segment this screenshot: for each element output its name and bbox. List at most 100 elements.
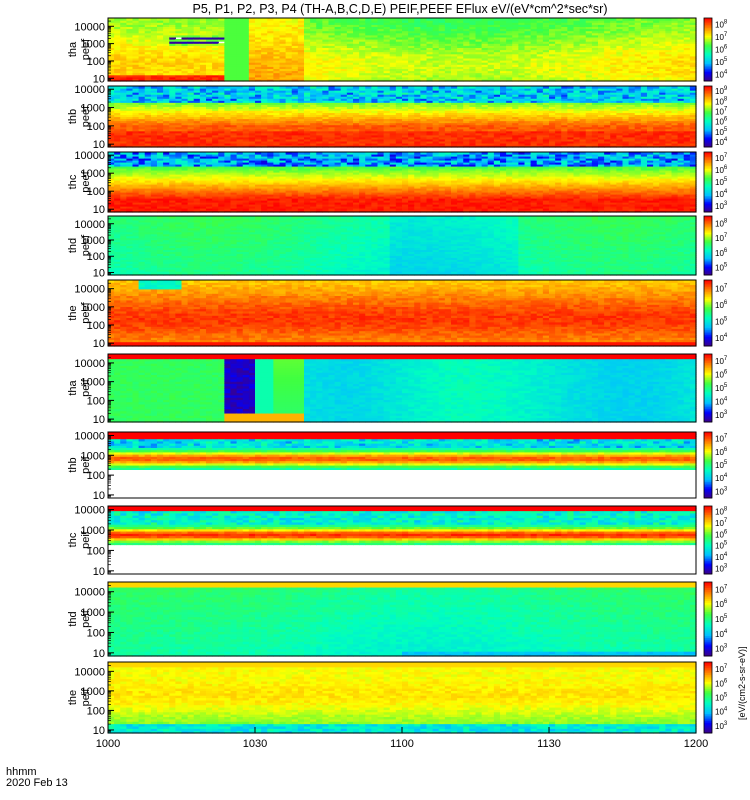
heatmap-cell	[212, 43, 219, 46]
heatmap-cell	[169, 36, 176, 40]
heatmap-cell	[328, 70, 336, 74]
colorbar-tick-label: 107	[715, 32, 728, 42]
heatmap-cell	[291, 36, 299, 40]
heatmap-cell	[236, 20, 244, 23]
heatmap-cell	[193, 78, 201, 82]
heatmap-cell	[353, 68, 360, 72]
heatmap-cell	[340, 32, 348, 36]
heatmap-cell	[316, 32, 323, 36]
heatmap-cell	[187, 36, 195, 40]
heatmap-cell	[340, 24, 348, 27]
heatmap-cell	[175, 51, 183, 55]
heatmap-cell	[279, 26, 287, 30]
heatmap-cell	[114, 53, 121, 57]
heatmap-cell	[206, 64, 213, 67]
heatmap-cell	[359, 22, 366, 25]
heatmap-cell	[144, 36, 152, 40]
heatmap-cell	[193, 43, 201, 46]
heatmap-cell	[255, 53, 262, 57]
heatmap-cell	[261, 39, 268, 42]
heatmap-cell	[138, 47, 146, 51]
heatmap-cell	[316, 70, 323, 74]
heatmap-cell	[242, 76, 250, 80]
heatmap-cell	[273, 32, 281, 36]
heatmap-cell	[150, 74, 158, 78]
heatmap-cell	[193, 68, 201, 72]
heatmap-cell	[261, 18, 268, 21]
heatmap-cell	[199, 76, 207, 80]
heatmap-cell	[273, 74, 281, 78]
heatmap-cell	[273, 76, 281, 80]
heatmap-cell	[163, 57, 170, 61]
heatmap-cell	[108, 41, 115, 44]
heatmap-cell	[359, 45, 366, 48]
heatmap-cell	[242, 20, 250, 23]
heatmap-cell	[163, 47, 170, 51]
heatmap-cell	[108, 22, 115, 25]
heatmap-cell	[242, 51, 250, 55]
heatmap-cell	[193, 62, 201, 65]
heatmap-cell	[334, 32, 342, 36]
heatmap-cell	[193, 26, 201, 30]
heatmap-cell	[163, 62, 170, 65]
heatmap-cell	[163, 39, 170, 42]
heatmap-cell	[365, 55, 372, 59]
heatmap-cell	[114, 24, 121, 27]
heatmap-cell	[150, 70, 158, 74]
heatmap-cell	[236, 57, 244, 61]
heatmap-cell	[163, 72, 170, 76]
heatmap-cell	[230, 36, 238, 40]
heatmap-cell	[157, 51, 164, 55]
heatmap-cell	[108, 55, 115, 59]
heatmap-cell	[371, 22, 379, 25]
heatmap-cell	[279, 76, 287, 80]
heatmap-cell	[353, 24, 360, 27]
heatmap-cell	[175, 24, 183, 27]
heatmap-cell	[218, 66, 225, 69]
heatmap-cell	[169, 47, 176, 51]
heatmap-cell	[359, 36, 366, 40]
heatmap-cell	[150, 41, 158, 44]
heatmap-cell	[114, 34, 121, 38]
heatmap-cell	[340, 62, 348, 65]
heatmap-cell	[187, 47, 195, 51]
heatmap-cell	[285, 49, 293, 53]
heatmap-cell	[261, 51, 268, 55]
heatmap-cell	[236, 18, 244, 21]
heatmap-cell	[150, 55, 158, 59]
heatmap-cell	[218, 20, 225, 23]
heatmap-cell	[328, 68, 336, 72]
heatmap-cell	[371, 78, 379, 82]
heatmap-cell	[353, 64, 360, 67]
heatmap-cell	[359, 49, 366, 53]
heatmap-cell	[181, 70, 189, 74]
heatmap-cell	[206, 66, 213, 69]
heatmap-cell	[157, 22, 164, 25]
heatmap-cell	[316, 41, 323, 44]
heatmap-cell	[291, 47, 299, 51]
heatmap-cell	[199, 30, 207, 34]
heatmap-cell	[163, 36, 170, 40]
heatmap-cell	[242, 60, 250, 63]
heatmap-cell	[353, 66, 360, 69]
heatmap-cell	[206, 70, 213, 74]
heatmap-cell	[144, 78, 152, 82]
heatmap-cell	[334, 39, 342, 42]
heatmap-cell	[132, 53, 140, 57]
heatmap-cell	[187, 72, 195, 76]
heatmap-cell	[144, 74, 152, 78]
heatmap-cell	[157, 74, 164, 78]
heatmap-cell	[218, 32, 225, 36]
heatmap-cell	[242, 22, 250, 25]
heatmap-cell	[132, 28, 140, 32]
heatmap-cell	[236, 28, 244, 32]
heatmap-cell	[218, 64, 225, 67]
heatmap-cell	[193, 36, 201, 40]
heatmap-cell	[181, 18, 189, 21]
heatmap-cell	[273, 51, 281, 55]
heatmap-cell	[291, 51, 299, 55]
heatmap-cell	[224, 20, 232, 23]
heatmap-cell	[377, 74, 385, 78]
heatmap-cell	[377, 64, 385, 67]
heatmap-cell	[371, 72, 379, 76]
